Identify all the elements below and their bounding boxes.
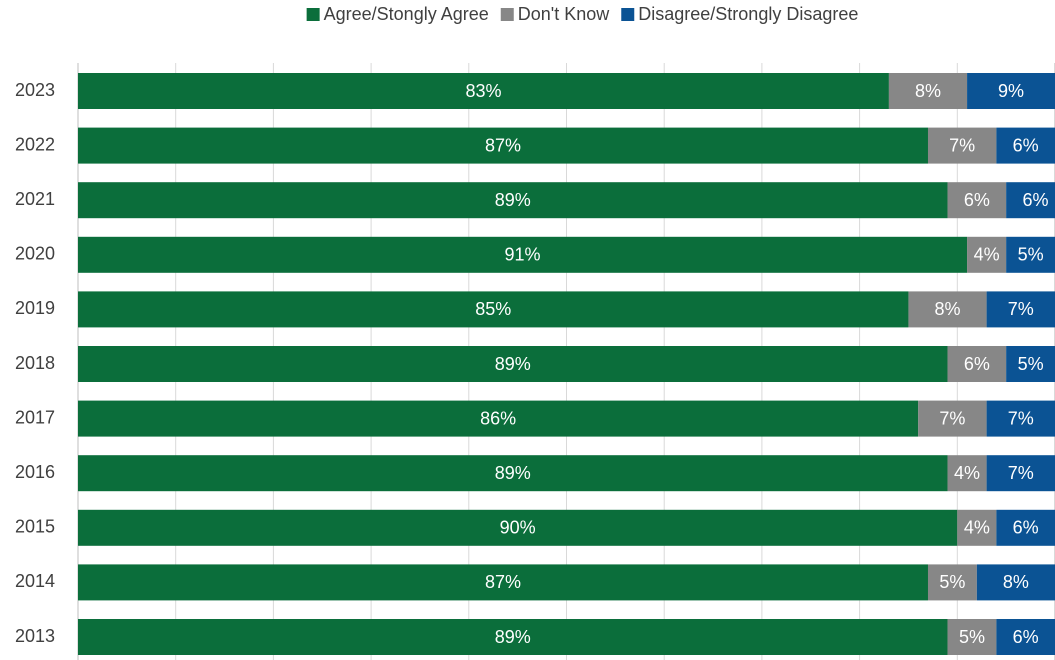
data-label: 7% <box>1008 299 1034 319</box>
y-tick-label: 2020 <box>15 244 55 264</box>
bar-segment <box>986 291 1055 328</box>
data-label: 89% <box>495 354 531 374</box>
bar-segment <box>927 127 997 164</box>
bar-segment <box>78 509 958 546</box>
data-label: 6% <box>1022 190 1048 210</box>
data-label: 7% <box>1008 463 1034 483</box>
data-label: 87% <box>485 572 521 592</box>
data-label: 9% <box>998 81 1024 101</box>
bar-segment <box>996 509 1055 546</box>
data-label: 90% <box>500 518 536 538</box>
bar-segment <box>986 455 1055 492</box>
bar-segment <box>947 346 1007 382</box>
bar-segment <box>78 291 909 328</box>
bar-segment <box>1006 346 1055 382</box>
data-label: 4% <box>954 463 980 483</box>
y-tick-label: 2018 <box>15 353 55 373</box>
bar-segment <box>908 291 987 328</box>
bar-segment <box>986 400 1055 437</box>
data-label: 7% <box>939 408 965 428</box>
y-tick-label: 2021 <box>15 189 55 209</box>
y-tick-label: 2013 <box>15 626 55 646</box>
legend-swatch <box>500 8 514 21</box>
bar-segment <box>78 236 968 273</box>
data-label: 86% <box>480 408 516 428</box>
data-label: 83% <box>465 81 501 101</box>
bar-segment <box>78 455 948 492</box>
y-tick-label: 2019 <box>15 298 55 318</box>
bar-segment <box>967 73 1055 109</box>
data-label: 85% <box>475 299 511 319</box>
legend-swatch <box>306 8 320 21</box>
y-tick-label: 2017 <box>15 407 55 427</box>
bar-segment <box>947 619 997 655</box>
data-label: 6% <box>1013 627 1039 647</box>
bar-segment <box>78 73 889 109</box>
data-label: 5% <box>1018 354 1044 374</box>
bar-segment <box>1006 182 1055 219</box>
data-label: 8% <box>1003 572 1029 592</box>
data-label: 5% <box>959 627 985 647</box>
bar-segment <box>888 73 968 109</box>
bar-segment <box>78 346 948 382</box>
data-label: 89% <box>495 463 531 483</box>
bar-segment <box>78 400 919 437</box>
legend-swatch <box>621 8 635 21</box>
data-label: 6% <box>1013 135 1039 155</box>
data-label: 5% <box>1018 245 1044 265</box>
data-label: 7% <box>949 135 975 155</box>
bar-segment <box>927 564 977 601</box>
data-label: 7% <box>1008 408 1034 428</box>
legend-label: Don't Know <box>518 4 610 24</box>
bar-segment <box>957 509 997 546</box>
y-tick-label: 2014 <box>15 571 55 591</box>
data-label: 6% <box>964 190 990 210</box>
legend-label: Agree/Stongly Agree <box>324 4 489 24</box>
bar-segment <box>78 127 928 164</box>
y-tick-label: 2015 <box>15 517 55 537</box>
bar-segment <box>78 619 948 655</box>
bar-segment <box>976 564 1055 601</box>
data-label: 8% <box>915 81 941 101</box>
bar-segment <box>78 182 948 219</box>
y-tick-label: 2022 <box>15 134 55 154</box>
legend: Agree/Stongly Agree Don't Know Disagree/St… <box>306 4 858 24</box>
data-label: 89% <box>495 627 531 647</box>
bar-segment <box>918 400 987 437</box>
bar-segment <box>947 455 987 492</box>
data-label: 4% <box>964 518 990 538</box>
bar-segment <box>947 182 1007 219</box>
data-label: 4% <box>974 245 1000 265</box>
bar-segment <box>967 236 1007 273</box>
legend-label: Disagree/Strongly Disagree <box>638 4 858 24</box>
data-label: 6% <box>964 354 990 374</box>
y-tick-label: 2016 <box>15 462 55 482</box>
data-label: 6% <box>1013 518 1039 538</box>
data-label: 5% <box>939 572 965 592</box>
data-label: 91% <box>505 245 541 265</box>
data-label: 89% <box>495 190 531 210</box>
bar-segment <box>996 127 1055 164</box>
y-tick-label: 2023 <box>15 80 55 100</box>
bar-segment <box>78 564 928 601</box>
data-label: 8% <box>935 299 961 319</box>
data-label: 87% <box>485 135 521 155</box>
bar-segment <box>1006 236 1055 273</box>
bar-segment <box>996 619 1055 655</box>
